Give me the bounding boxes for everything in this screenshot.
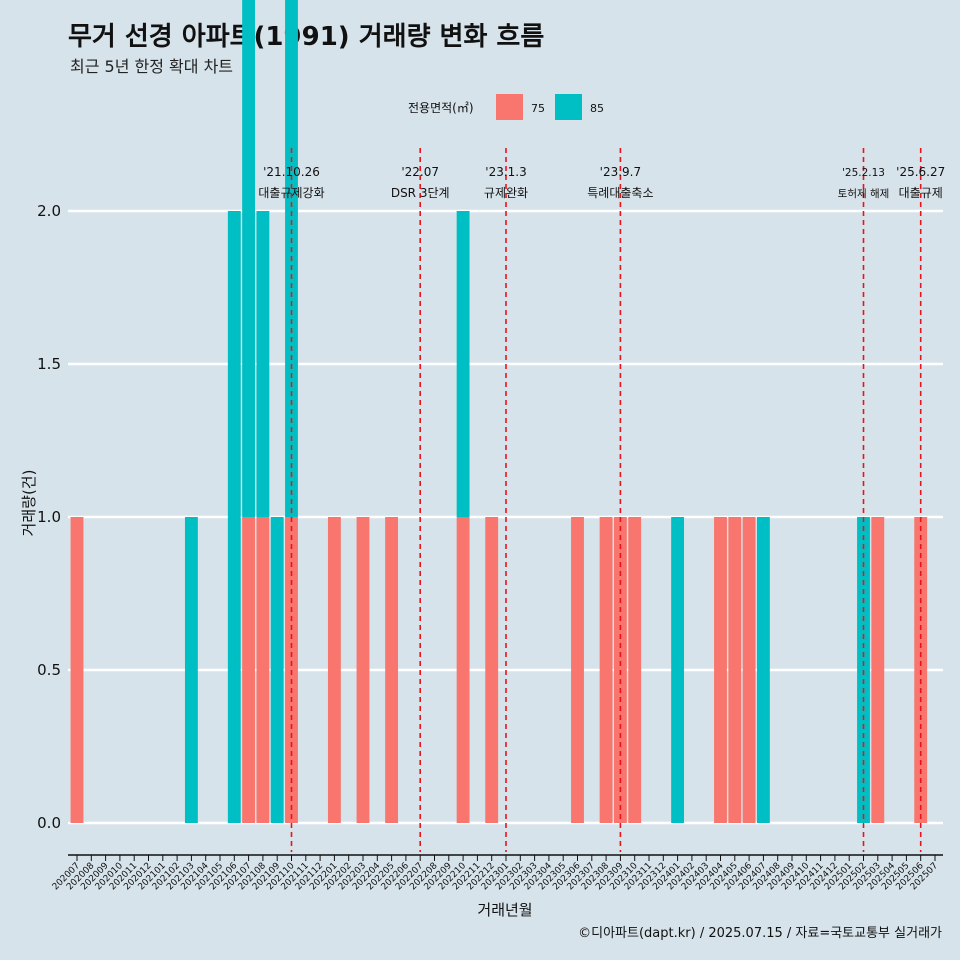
bar-75-202205: [385, 517, 399, 823]
legend: 전용면적(㎡) 75 85: [408, 94, 604, 120]
bar-75-202201: [327, 517, 341, 823]
legend-label-75: 75: [531, 102, 545, 115]
x-axis-label: 거래년월: [477, 901, 532, 919]
event-date: '23.1.3: [485, 165, 526, 179]
bar-85-202107: [242, 0, 256, 517]
bar-85-202210: [456, 211, 470, 517]
event-label: 토허제 해제: [838, 187, 890, 200]
bar-85-202103: [184, 517, 198, 823]
bar-75-202107: [242, 517, 256, 823]
source-caption: ©디아파트(dapt.kr) / 2025.07.15 / 자료=국토교통부 실…: [578, 926, 942, 941]
bar-75-202212: [485, 517, 499, 823]
bar-75-202108: [256, 517, 270, 823]
bar-75-202406: [742, 517, 756, 823]
bar-75-202308: [599, 517, 613, 823]
event-label: 대출규제: [899, 186, 943, 200]
event-date: '23.9.7: [600, 165, 641, 179]
bar-75-202404: [714, 517, 727, 823]
chart-subtitle: 최근 5년 한정 확대 차트: [70, 57, 234, 76]
event-date: '22.07: [401, 165, 439, 179]
bar-75-202503: [871, 517, 885, 823]
event-label: 특례대출축소: [587, 186, 653, 200]
y-tick-label: 0.0: [37, 814, 61, 832]
event-date: '21.10.26: [263, 165, 320, 179]
bar-85-202108: [256, 211, 270, 517]
event-label: 규제완화: [484, 186, 528, 200]
bar-75-202210: [456, 517, 470, 823]
y-tick-label: 0.5: [37, 661, 61, 679]
event-label: 대출규제강화: [258, 186, 324, 200]
bar-75-202203: [356, 517, 370, 823]
chart-title: 무거 선경 아파트(1991) 거래량 변화 흐름: [68, 22, 545, 52]
event-label: DSR 3단계: [391, 186, 450, 200]
event-date: '25.6.27: [896, 165, 945, 179]
bar-75-202306: [571, 517, 584, 823]
y-tick-label: 1.5: [37, 355, 61, 373]
bar-85-202106: [227, 211, 241, 823]
y-tick-label: 1.0: [37, 508, 61, 526]
event-date: '25.2.13: [842, 167, 885, 179]
bar-75-202405: [728, 517, 742, 823]
legend-swatch-85: [555, 94, 582, 120]
bar-75-202007: [70, 517, 84, 823]
bar-85-202109: [270, 517, 284, 823]
bar-75-202310: [628, 517, 642, 823]
legend-title: 전용면적(㎡): [408, 101, 474, 115]
bar-85-202401: [671, 517, 685, 823]
legend-swatch-75: [496, 94, 523, 120]
bar-85-202407: [756, 517, 770, 823]
y-tick-label: 2.0: [37, 202, 61, 220]
legend-label-85: 85: [590, 102, 604, 115]
y-axis-label: 거래량(건): [20, 470, 38, 537]
